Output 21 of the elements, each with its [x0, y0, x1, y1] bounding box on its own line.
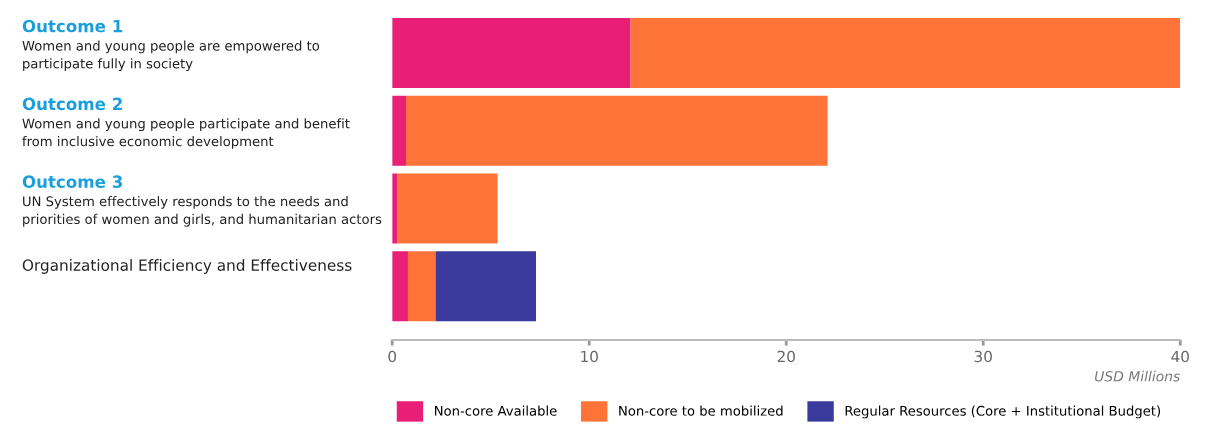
bar	[392, 17, 631, 88]
bar	[630, 17, 1181, 88]
y-tick-label: Outcome 2 Women and young people participate and benefit from inclusive economic development	[22, 97, 350, 149]
x-tick-label: 0	[388, 350, 397, 363]
y-tick-label: Outcome 3 UN System effectively responds to the needs and priorities of women and girls, and humanitarian actors	[22, 175, 382, 227]
x-axis-title: USD Millions	[1095, 370, 1180, 382]
y-tick-label: Organizational Efficiency and Effectiveness	[22, 259, 352, 274]
bar	[435, 251, 537, 322]
x-tick-label: 30	[974, 350, 992, 363]
bar	[392, 251, 408, 322]
x-tick-label: 20	[777, 350, 795, 363]
x-tick-label: 10	[581, 350, 598, 363]
bar	[407, 251, 436, 322]
legend-label: Regular Resources (Core + Institutional Budget)	[845, 405, 1161, 419]
y-tick-label: Outcome 1 Women and young people are empowered to participate fully in society	[22, 19, 320, 72]
legend-label: Non-core Available	[435, 405, 557, 416]
x-tick-label: 40	[1171, 350, 1189, 363]
bar	[392, 95, 406, 166]
bar	[405, 95, 828, 166]
bar	[397, 173, 498, 244]
legend-label: Non-core to be mobilized	[619, 405, 783, 416]
